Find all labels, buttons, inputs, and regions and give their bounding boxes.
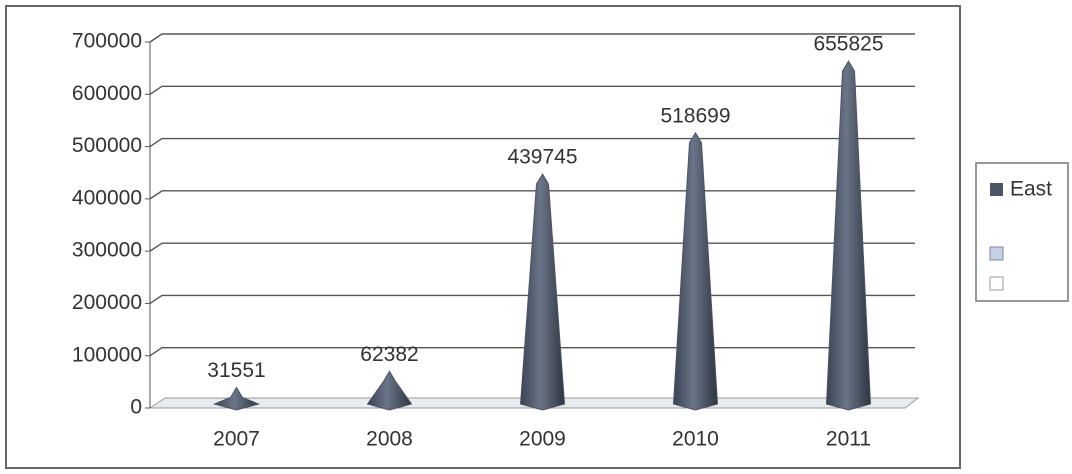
x-tick-label: 2008 (366, 428, 413, 451)
data-label: 439745 (507, 146, 577, 169)
grid-line (149, 33, 915, 43)
y-tick-label: 200000 (72, 291, 142, 314)
x-tick-label: 2011 (826, 428, 871, 451)
data-label: 31551 (207, 359, 265, 382)
data-label: 655825 (813, 33, 883, 56)
y-tick-label: 400000 (72, 186, 142, 209)
grid-line (149, 347, 915, 357)
data-label: 518699 (660, 104, 730, 127)
chart-frame (5, 5, 961, 469)
grid-line (149, 85, 915, 95)
legend-swatch (989, 246, 1004, 261)
x-tick-label: 2007 (213, 428, 260, 451)
x-tick-label: 2009 (519, 428, 566, 451)
legend-swatch (989, 276, 1004, 291)
cone (366, 370, 413, 411)
y-tick-label: 500000 (72, 134, 142, 157)
grid-line (149, 294, 915, 305)
y-tick-label: 600000 (72, 82, 142, 105)
y-tick-label: 100000 (72, 343, 142, 366)
x-tick-label: 2010 (672, 428, 719, 451)
legend-swatch (990, 183, 1003, 196)
cone (212, 386, 261, 411)
grid-line (149, 137, 915, 148)
y-tick-label: 0 (130, 396, 142, 419)
cone (519, 173, 566, 411)
data-label: 62382 (360, 343, 418, 366)
legend-label: East (1010, 178, 1052, 201)
y-tick-label: 700000 (72, 30, 142, 53)
cone (672, 131, 719, 411)
legend (975, 162, 1069, 302)
cone (825, 60, 872, 411)
grid-line (149, 190, 915, 200)
y-tick-label: 300000 (72, 239, 142, 262)
grid-line (149, 242, 915, 252)
